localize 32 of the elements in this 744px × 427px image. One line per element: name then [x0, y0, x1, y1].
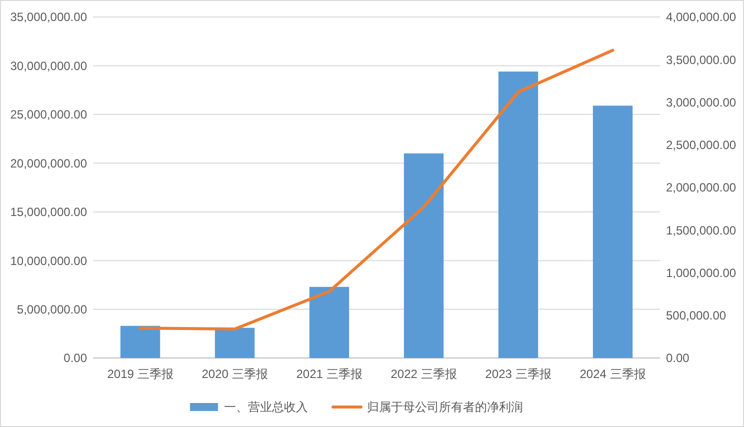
x-tick-label: 2021 三季报 [296, 367, 362, 381]
legend-label: 归属于母公司所有者的净利润 [367, 400, 523, 414]
y-tick-label: 5,000,000.00 [16, 302, 88, 316]
legend-label: 一、营业总收入 [224, 400, 308, 414]
bar [404, 153, 444, 358]
x-tick-label: 2023 三季报 [485, 367, 552, 381]
y2-tick-label: 3,500,000.00 [666, 52, 736, 67]
y2-tick-label: 3,000,000.00 [666, 95, 736, 110]
x-tick-label: 2019 三季报 [107, 367, 174, 381]
x-tick-label: 2020 三季报 [202, 367, 268, 381]
y-tick-label: 0.00 [64, 351, 88, 366]
x-tick-label: 2022 三季报 [390, 367, 457, 381]
y2-tick-label: 0.00 [666, 351, 690, 366]
y2-tick-label: 2,000,000.00 [666, 180, 736, 195]
line-series [138, 48, 614, 331]
x-tick-label: 2024 三季报 [580, 367, 646, 381]
y2-tick-label: 2,500,000.00 [666, 138, 736, 152]
y2-tick-label: 1,500,000.00 [666, 223, 736, 238]
bar [120, 326, 160, 358]
y2-tick-label: 4,000,000.00 [666, 10, 736, 24]
bar [309, 286, 350, 358]
y-tick-label: 30,000,000.00 [10, 58, 88, 73]
y-tick-label: 10,000,000.00 [10, 254, 88, 268]
y-tick-label: 25,000,000.00 [10, 108, 88, 122]
y-tick-label: 15,000,000.00 [10, 205, 88, 220]
bar [498, 72, 538, 358]
y2-tick-label: 500,000.00 [666, 308, 726, 323]
y-tick-label: 35,000,000.00 [10, 10, 88, 24]
y-tick-label: 20,000,000.00 [10, 156, 88, 170]
y2-tick-label: 1,000,000.00 [666, 266, 736, 280]
bar [592, 106, 633, 358]
bar [214, 328, 255, 358]
